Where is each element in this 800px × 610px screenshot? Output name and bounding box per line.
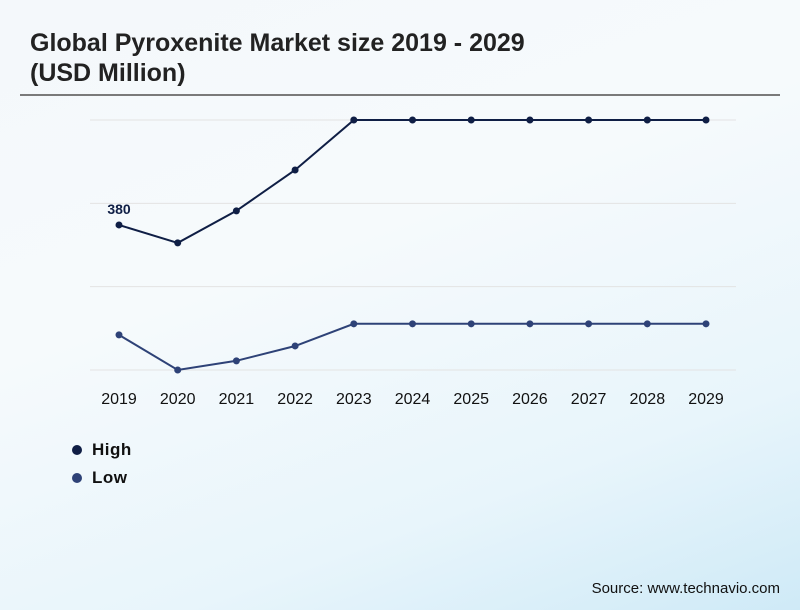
- x-tick-label: 2022: [277, 391, 313, 408]
- source-text: Source: www.technavio.com: [591, 580, 780, 597]
- point-high-2024[interactable]: [409, 116, 416, 124]
- point-high-2025[interactable]: [467, 116, 475, 124]
- chart-title: Global Pyroxenite Market size 2019 - 202…: [30, 28, 525, 88]
- point-low-2021[interactable]: [232, 357, 240, 365]
- point-low-2019[interactable]: [115, 331, 123, 339]
- chart-title-line2: (USD Million): [30, 59, 186, 87]
- point-high-2029[interactable]: [702, 116, 710, 124]
- title-divider: [20, 94, 780, 96]
- point-high-2028[interactable]: [643, 116, 651, 124]
- x-tick-label: 2028: [630, 391, 666, 408]
- data-label-high-2019: 380: [107, 201, 131, 217]
- gridlines: [90, 119, 736, 371]
- point-high-2021[interactable]: [232, 207, 240, 215]
- legend-label-high: High: [92, 440, 132, 459]
- legend: High Low: [72, 436, 132, 492]
- point-low-2020[interactable]: [174, 366, 182, 374]
- x-tick-label: 2029: [688, 391, 724, 408]
- point-low-2029[interactable]: [702, 320, 710, 328]
- point-low-2028[interactable]: [643, 320, 651, 328]
- point-high-2022[interactable]: [291, 166, 299, 174]
- x-tick-label: 2019: [101, 391, 137, 408]
- point-high-2027[interactable]: [585, 116, 593, 124]
- point-low-2022[interactable]: [291, 342, 299, 350]
- series-lines: [118, 119, 706, 372]
- legend-label-low: Low: [92, 468, 128, 487]
- series-points: [115, 116, 710, 374]
- point-low-2023[interactable]: [350, 320, 358, 328]
- x-tick-label: 2023: [336, 391, 372, 408]
- x-axis-ticks: 2019 2020 2021 2022 2023 2024 2025 2026 2027 2028…: [101, 391, 724, 408]
- x-tick-label: 2021: [219, 391, 255, 408]
- point-high-2020[interactable]: [174, 239, 182, 247]
- x-tick-label: 2027: [571, 391, 607, 408]
- series-line-high: [118, 119, 706, 244]
- x-tick-label: 2025: [453, 391, 489, 408]
- x-tick-label: 2026: [512, 391, 548, 408]
- point-high-2019[interactable]: [115, 221, 123, 229]
- point-high-2023[interactable]: [350, 116, 358, 124]
- legend-item-low[interactable]: Low: [72, 464, 132, 492]
- series-line-low: [118, 322, 706, 372]
- point-low-2025[interactable]: [467, 320, 475, 328]
- chart-title-line1: Global Pyroxenite Market size 2019 - 202…: [30, 29, 525, 57]
- x-tick-label: 2020: [160, 391, 196, 408]
- point-low-2026[interactable]: [526, 320, 534, 328]
- legend-dot-high-icon: [72, 445, 82, 455]
- point-low-2027[interactable]: [585, 320, 593, 328]
- legend-item-high[interactable]: High: [72, 436, 132, 464]
- x-tick-label: 2024: [395, 391, 431, 408]
- legend-dot-low-icon: [72, 473, 82, 483]
- point-low-2024[interactable]: [409, 320, 416, 328]
- point-high-2026[interactable]: [526, 116, 534, 124]
